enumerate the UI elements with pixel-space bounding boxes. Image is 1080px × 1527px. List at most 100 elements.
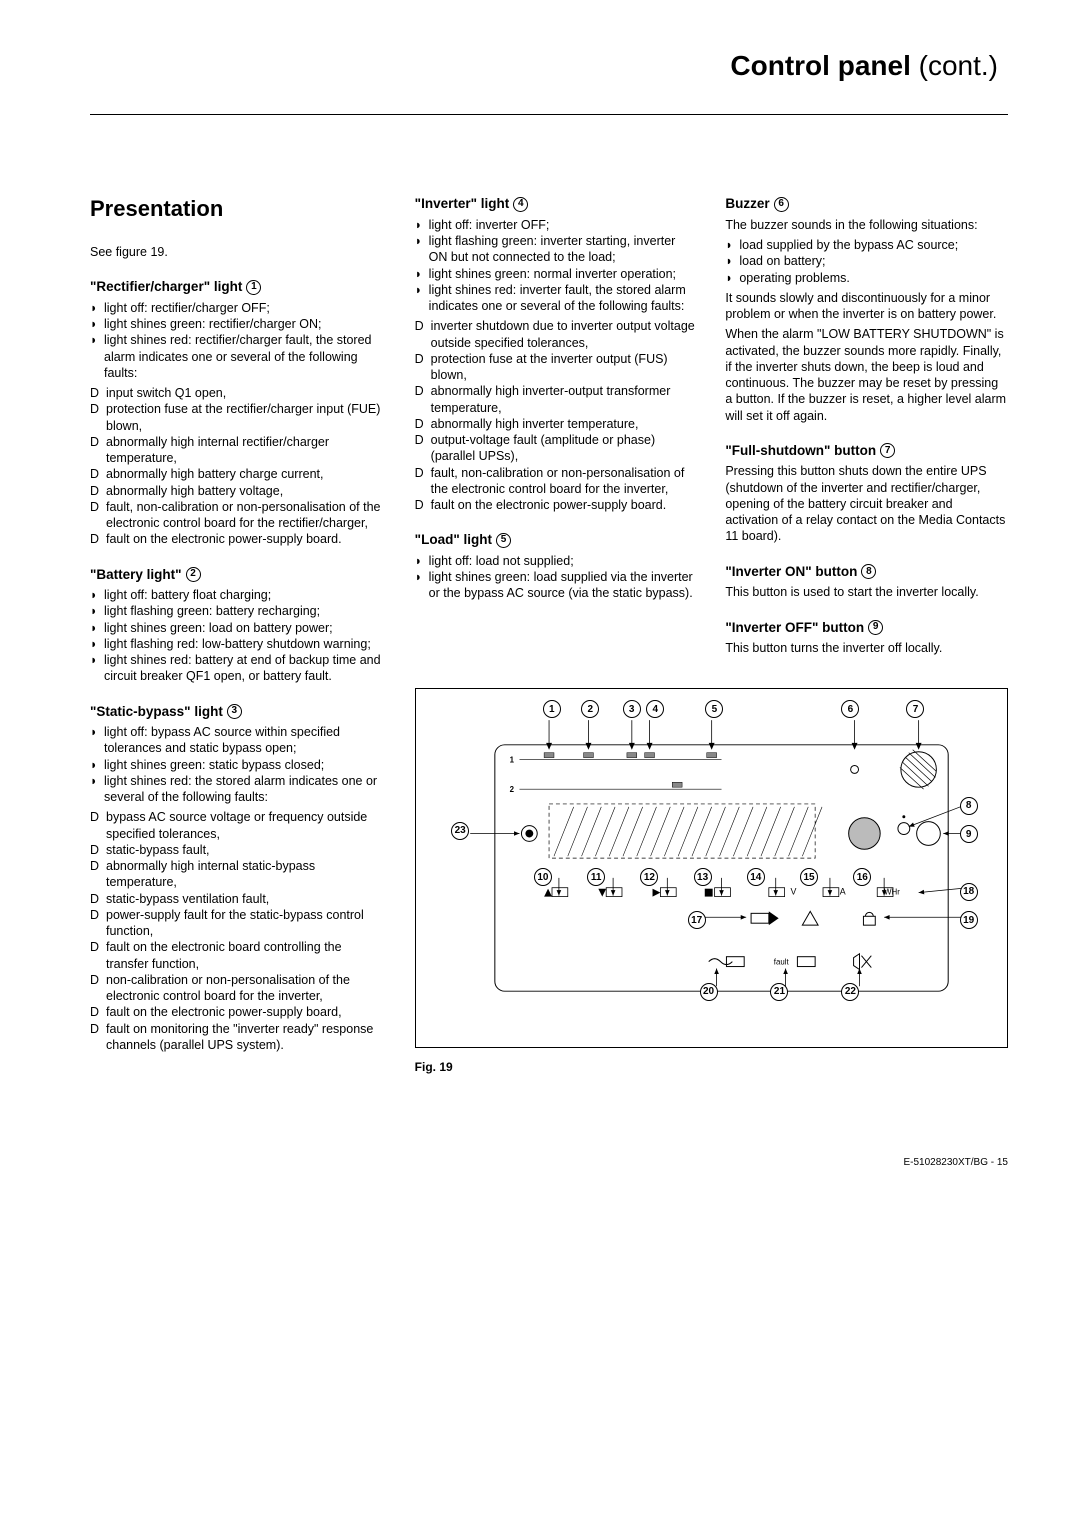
- sub-bullet-item: Dbypass AC source voltage or frequency o…: [90, 809, 387, 842]
- bullet-text: light off: rectifier/charger OFF;: [104, 300, 387, 316]
- bullet-item: ◗light shines red: rectifier/charger fau…: [90, 332, 387, 381]
- figure-callout-number: 23: [451, 822, 469, 840]
- bullet-marker-icon: ◗: [90, 316, 98, 332]
- sub-bullet-marker: D: [90, 434, 100, 450]
- bullet-text: light off: load not supplied;: [429, 553, 698, 569]
- section-title: Presentation: [90, 195, 387, 224]
- sub-bullet-marker: D: [415, 465, 425, 481]
- figure-callout-number: 17: [688, 911, 706, 929]
- heading-number-circle: 2: [186, 567, 201, 582]
- heading-label: "Static-bypass" light: [90, 703, 223, 721]
- bullet-text: light flashing green: inverter starting,…: [429, 233, 698, 266]
- bullet-marker-icon: ◗: [415, 569, 423, 585]
- sub-bullet-item: Dfault on the electronic board controlli…: [90, 939, 387, 972]
- sub-bullet-text: fault, non-calibration or non-personalis…: [106, 499, 387, 532]
- sub-bullet-item: Dabnormally high inverter-output transfo…: [415, 383, 698, 416]
- sub-bullet-marker: D: [415, 497, 425, 513]
- sub-bullet-marker: D: [90, 1021, 100, 1037]
- bullet-item: ◗light shines red: the stored alarm indi…: [90, 773, 387, 806]
- bullet-text: load supplied by the bypass AC source;: [739, 237, 1008, 253]
- bullet-item: ◗ light off: battery float charging;: [90, 587, 387, 603]
- sub-bullet-marker: D: [90, 972, 100, 988]
- bullet-marker-icon: ◗: [90, 757, 98, 773]
- bullet-marker-icon: ◗: [415, 266, 423, 282]
- see-figure: See figure 19.: [90, 244, 387, 260]
- sub-bullet-marker: D: [90, 891, 100, 907]
- heading-number-circle: 5: [496, 533, 511, 548]
- bullet-list: ◗light off: battery float charging;◗ligh…: [90, 587, 387, 685]
- group-heading: "Full-shutdown" button 7: [725, 442, 1008, 460]
- sub-bullet-text: fault on the electronic power-supply boa…: [106, 1004, 387, 1020]
- sub-bullet-item: Dfault on the electronic power-supply bo…: [415, 497, 698, 513]
- sub-bullet-item: Dnon-calibration or non-personalisation …: [90, 972, 387, 1005]
- heading-number-circle: 7: [880, 443, 895, 458]
- page-title-bold: Control panel: [730, 50, 910, 81]
- sub-bullet-list: Dinput switch Q1 open,Dprotection fuse a…: [90, 385, 387, 548]
- sub-bullet-text: power-supply fault for the static-bypass…: [106, 907, 387, 940]
- sub-bullet-text: abnormally high battery charge current,: [106, 466, 387, 482]
- heading-number-circle: 6: [774, 197, 789, 212]
- svg-text:1: 1: [509, 756, 514, 765]
- heading-number-circle: 8: [861, 564, 876, 579]
- sub-bullet-item: Dinput switch Q1 open,: [90, 385, 387, 401]
- heading-label: Buzzer: [725, 195, 769, 213]
- sub-bullet-item: Dfault on monitoring the "inverter ready…: [90, 1021, 387, 1054]
- columns-2-3: "Inverter" light 4 ◗light off: inverter O…: [415, 195, 1008, 660]
- group-heading: "Inverter OFF" button 9: [725, 619, 1008, 637]
- sub-bullet-marker: D: [415, 432, 425, 448]
- bullet-item: ◗light off: bypass AC source within spec…: [90, 724, 387, 757]
- sub-bullet-item: Doutput-voltage fault (amplitude or phas…: [415, 432, 698, 465]
- bullet-item: ◗light off: inverter OFF;: [415, 217, 698, 233]
- bullet-item: ◗load supplied by the bypass AC source;: [725, 237, 1008, 253]
- bullet-text: light off: battery float charging;: [104, 587, 387, 603]
- sub-bullet-marker: D: [90, 939, 100, 955]
- sub-bullet-item: Dprotection fuse at the inverter output …: [415, 351, 698, 384]
- svg-text:2: 2: [509, 785, 514, 794]
- sub-bullet-marker: D: [90, 466, 100, 482]
- svg-text:WHr: WHr: [884, 888, 900, 897]
- sub-bullet-text: fault on monitoring the "inverter ready"…: [106, 1021, 387, 1054]
- bullet-text: light shines red: inverter fault, the st…: [429, 282, 698, 315]
- bullet-text: light shines red: the stored alarm indic…: [104, 773, 387, 806]
- sub-bullet-item: Dstatic-bypass ventilation fault,: [90, 891, 387, 907]
- bullet-marker-icon: ◗: [90, 587, 98, 603]
- bullet-marker-icon: ◗: [90, 636, 98, 652]
- figure-callout-number: 18: [960, 883, 978, 901]
- group-heading: Buzzer 6: [725, 195, 1008, 213]
- sub-bullet-marker: D: [415, 416, 425, 432]
- sub-bullet-item: Dfault, non-calibration or non-personali…: [90, 499, 387, 532]
- figure-panel: 1 2 V A WHr: [415, 688, 1008, 1048]
- group-heading: "Rectifier/charger" light 1: [90, 278, 387, 296]
- group-heading: "Inverter" light 4: [415, 195, 698, 213]
- sub-bullet-item: Dfault on the electronic power-supply bo…: [90, 531, 387, 547]
- bullet-item: ◗light flashing red: low-battery shutdow…: [90, 636, 387, 652]
- group-heading: "Battery light" 2: [90, 566, 387, 584]
- bullet-item: ◗light flashing green: inverter starting…: [415, 233, 698, 266]
- bullet-text: light shines green: load on battery powe…: [104, 620, 387, 636]
- heading-number-circle: 3: [227, 704, 242, 719]
- sub-bullet-text: protection fuse at the inverter output (…: [431, 351, 698, 384]
- sub-bullet-marker: D: [90, 401, 100, 417]
- figure-callout-number: 19: [960, 911, 978, 929]
- footer: E-51028230XT/BG - 15: [90, 1156, 1008, 1169]
- sub-bullet-item: Dfault, non-calibration or non-personali…: [415, 465, 698, 498]
- sub-bullet-text: output-voltage fault (amplitude or phase…: [431, 432, 698, 465]
- bullet-list: ◗ light off: rectifier/charger OFF; ◗light…: [90, 300, 387, 381]
- bullet-item: ◗operating problems.: [725, 270, 1008, 286]
- figure-callout-number: 9: [960, 825, 978, 843]
- group-heading: "Static-bypass" light 3: [90, 703, 387, 721]
- paragraph: When the alarm "LOW BATTERY SHUTDOWN" is…: [725, 326, 1008, 424]
- heading-label: "Inverter" light: [415, 195, 510, 213]
- bullet-text: light shines green: rectifier/charger ON…: [104, 316, 387, 332]
- heading-label: "Inverter OFF" button: [725, 619, 864, 637]
- sub-bullet-marker: D: [90, 907, 100, 923]
- sub-bullet-text: fault, non-calibration or non-personalis…: [431, 465, 698, 498]
- sub-bullet-item: Dabnormally high internal rectifier/char…: [90, 434, 387, 467]
- sub-bullet-text: fault on the electronic power-supply boa…: [431, 497, 698, 513]
- bullet-text: light off: bypass AC source within speci…: [104, 724, 387, 757]
- page-title: Control panel (cont.): [90, 48, 1008, 84]
- svg-text:fault: fault: [773, 958, 789, 967]
- svg-text:V: V: [790, 887, 796, 897]
- bullet-list: ◗load supplied by the bypass AC source; ◗…: [725, 237, 1008, 286]
- bullet-item: ◗ light shines green: rectifier/charger O…: [90, 316, 387, 332]
